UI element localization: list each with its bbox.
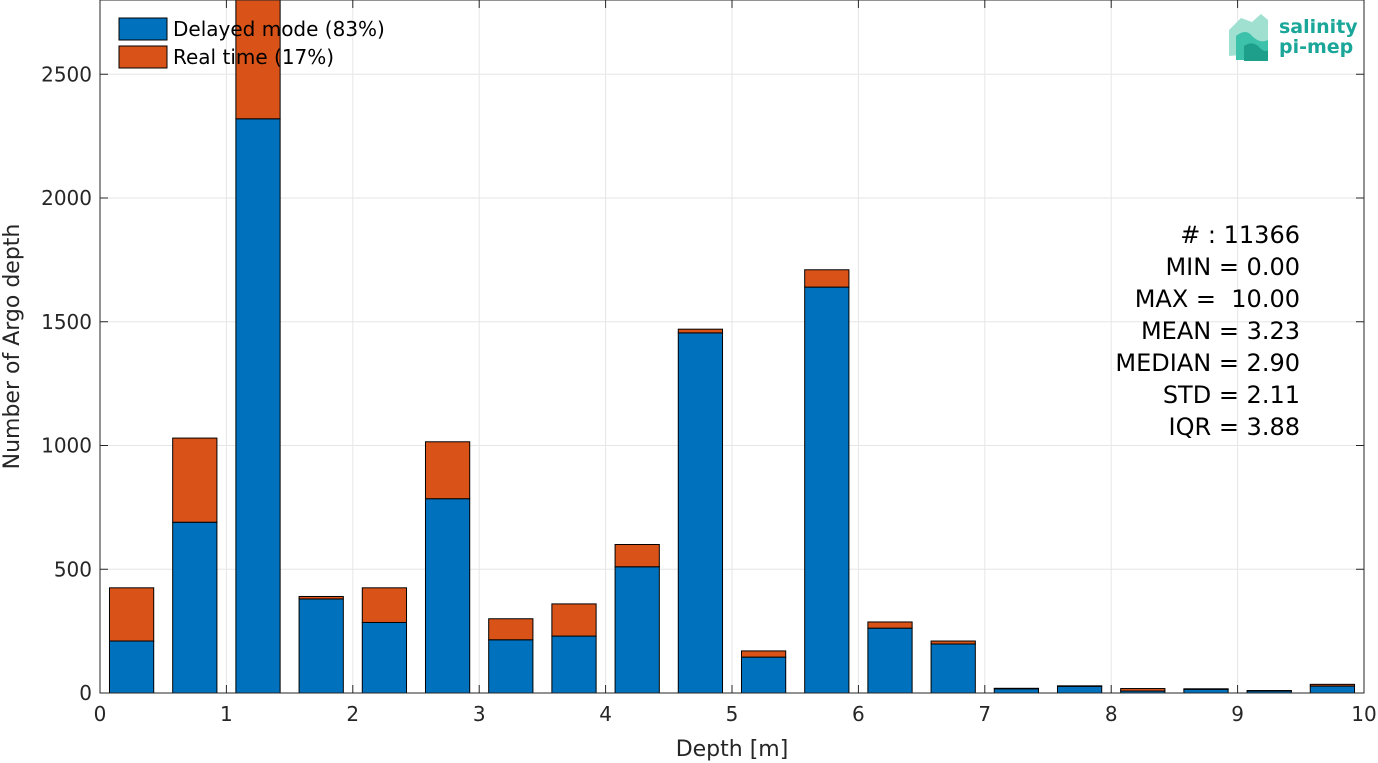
x-tick-label: 7 xyxy=(978,702,991,726)
stat-mean: MEAN = 3.23 xyxy=(1141,317,1300,345)
bar-real-time xyxy=(677,328,724,334)
bar-delayed-mode xyxy=(424,498,471,694)
wave-logo-icon xyxy=(1229,14,1268,61)
bar-delayed-mode xyxy=(1183,688,1229,694)
statistics-annotation: # : 11366 MIN = 0.00 MAX = 10.00 MEAN = … xyxy=(1115,221,1300,441)
legend-label-real-time: Real time (17%) xyxy=(173,45,334,69)
stat-median: MEDIAN = 2.90 xyxy=(1115,349,1300,377)
bar-delayed-mode xyxy=(172,521,218,694)
y-tick-label: 2000 xyxy=(41,186,92,210)
bar-real-time xyxy=(361,587,408,623)
bar-delayed-mode xyxy=(677,332,724,694)
bar-real-time xyxy=(867,621,913,629)
x-tick-label: 3 xyxy=(473,702,486,726)
x-tick-label: 5 xyxy=(726,702,739,726)
bar-real-time xyxy=(108,587,155,642)
y-tick-label: 500 xyxy=(54,557,92,581)
x-tick-label: 4 xyxy=(599,702,612,726)
bar-delayed-mode xyxy=(1056,685,1103,694)
y-tick-label: 0 xyxy=(79,681,92,705)
legend-swatch-delayed-mode xyxy=(118,17,168,41)
bar-delayed-mode xyxy=(614,566,660,694)
bar-real-time xyxy=(551,603,597,637)
bar-real-time xyxy=(488,618,534,641)
logo-text-salinity: salinity xyxy=(1279,16,1358,38)
x-tick-label: 10 xyxy=(1351,702,1376,726)
stat-iqr: IQR = 3.88 xyxy=(1169,413,1300,441)
stat-count: # : 11366 xyxy=(1180,221,1300,249)
y-tick-label: 2500 xyxy=(41,62,92,86)
legend-label-delayed-mode: Delayed mode (83%) xyxy=(173,17,385,41)
bar-delayed-mode xyxy=(1309,685,1356,694)
bar-delayed-mode xyxy=(804,286,850,694)
y-axis-label: Number of Argo depth xyxy=(0,224,25,470)
bar-real-time xyxy=(804,269,850,288)
salinity-pimep-logo: salinity pi-mep xyxy=(1229,14,1358,61)
bar-delayed-mode xyxy=(298,598,344,694)
y-tick-label: 1500 xyxy=(41,310,92,334)
bar-real-time xyxy=(740,650,787,658)
bar-delayed-mode xyxy=(993,688,1040,694)
legend-swatch-real-time xyxy=(118,45,168,69)
bar-real-time xyxy=(235,0,281,120)
bar-delayed-mode xyxy=(235,118,281,694)
bar-real-time xyxy=(614,544,660,568)
stat-min: MIN = 0.00 xyxy=(1165,253,1300,281)
x-tick-label: 2 xyxy=(346,702,359,726)
bar-delayed-mode xyxy=(361,621,408,694)
x-tick-label: 8 xyxy=(1105,702,1118,726)
bar-delayed-mode xyxy=(867,627,913,694)
legend: Delayed mode (83%) Real time (17%) xyxy=(118,17,385,69)
grid-lines xyxy=(99,0,1365,694)
bar-real-time xyxy=(1309,683,1356,687)
bar-real-time xyxy=(298,595,344,600)
y-tick-label: 1000 xyxy=(41,434,92,458)
bar-real-time xyxy=(1120,688,1166,692)
x-tick-label: 1 xyxy=(220,702,233,726)
bar-delayed-mode xyxy=(488,639,534,694)
bar-delayed-mode xyxy=(930,643,976,694)
axis-ticks: 0 1 2 3 4 5 6 7 8 9 10 0 500 1000 1500 2000 2500 xyxy=(41,0,1377,726)
stat-max: MAX = 10.00 xyxy=(1135,285,1300,313)
bar-delayed-mode xyxy=(740,656,787,694)
x-axis-label: Depth [m] xyxy=(676,737,789,762)
bar-series xyxy=(108,0,1356,694)
stat-std: STD = 2.11 xyxy=(1163,381,1300,409)
bar-real-time xyxy=(172,437,218,523)
x-tick-label: 9 xyxy=(1231,702,1244,726)
x-tick-label: 6 xyxy=(852,702,865,726)
bar-delayed-mode xyxy=(551,635,597,694)
bar-real-time xyxy=(930,640,976,645)
bar-real-time xyxy=(424,441,471,500)
logo-text-pi-mep: pi-mep xyxy=(1279,36,1353,58)
x-tick-label: 0 xyxy=(94,702,107,726)
bar-delayed-mode xyxy=(108,640,155,694)
